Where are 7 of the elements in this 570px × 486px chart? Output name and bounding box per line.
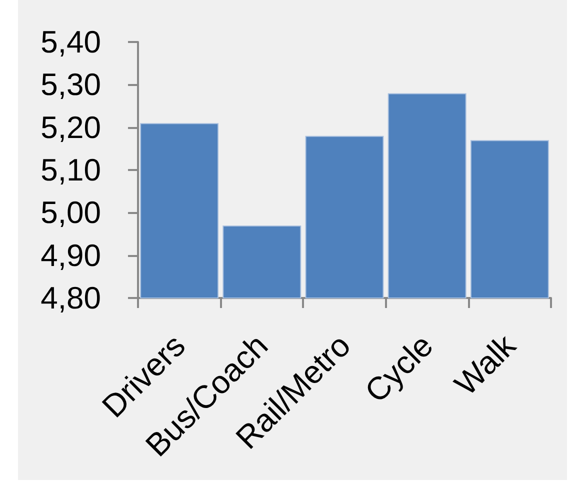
y-tick-label: 5,40 (40, 24, 101, 60)
y-tick-label: 5,00 (40, 195, 101, 230)
y-tick-label: 5,30 (40, 67, 101, 102)
y-tick-label: 4,80 (40, 280, 101, 316)
y-tick-label: 5,10 (40, 152, 101, 188)
y-tick-label: 4,90 (40, 238, 101, 273)
y-tick-label: 5,20 (40, 110, 101, 145)
